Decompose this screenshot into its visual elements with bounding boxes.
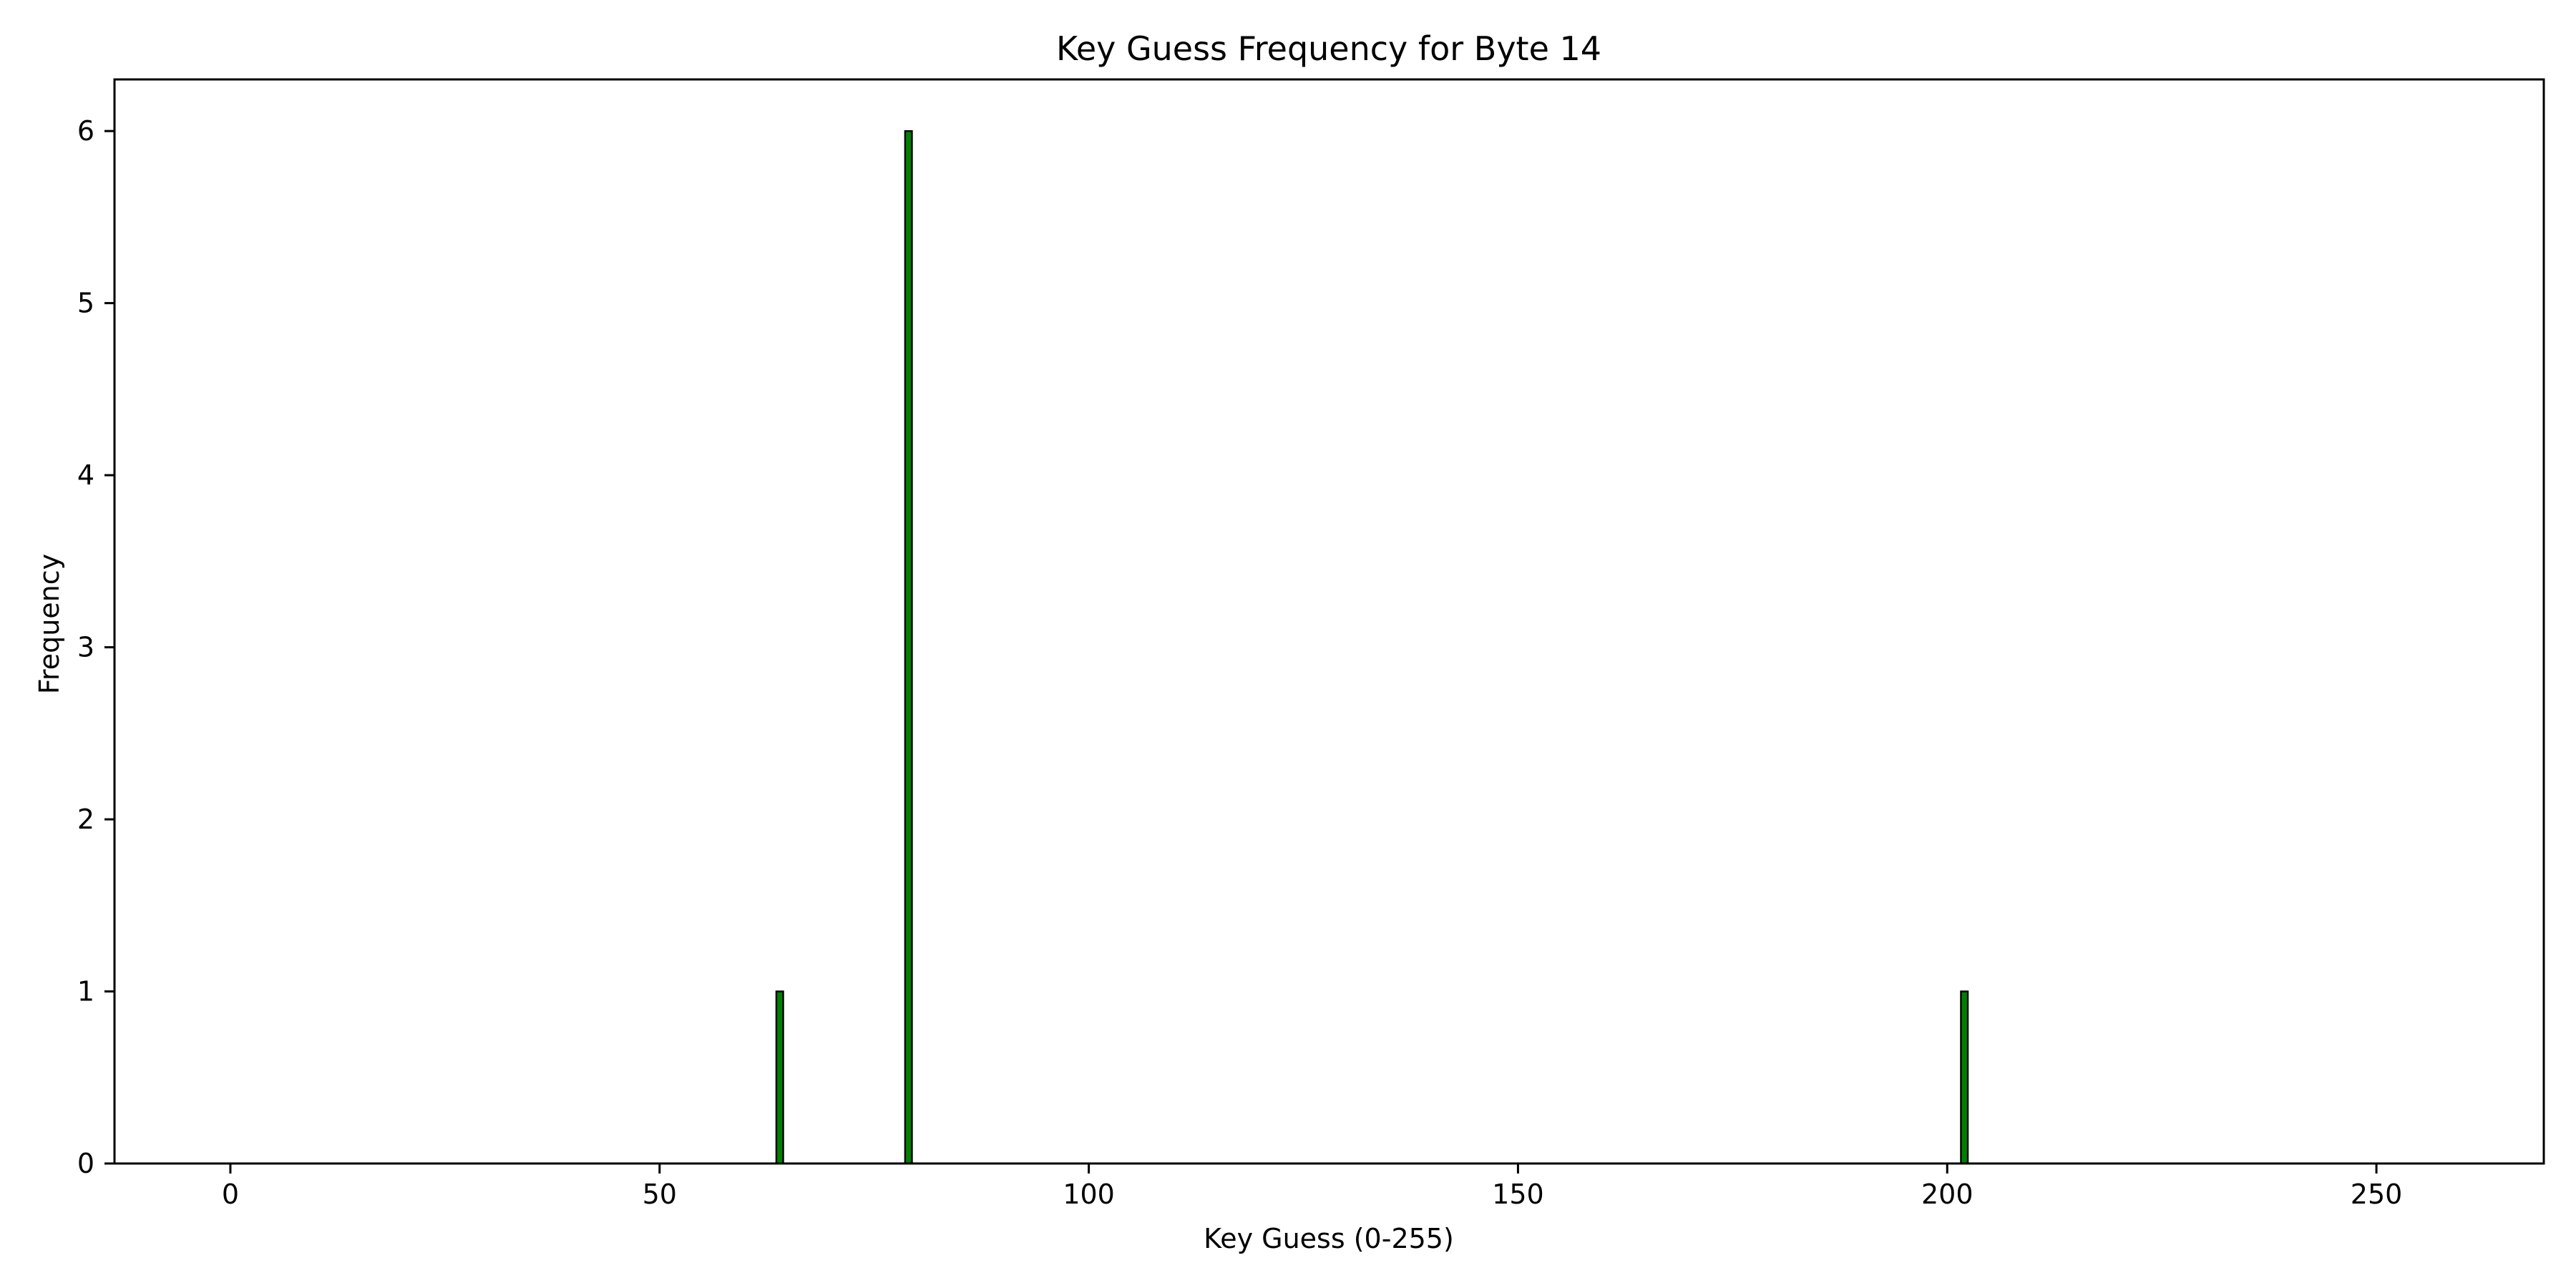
bars-group	[775, 130, 1969, 1165]
chart-title: Key Guess Frequency for Byte 14	[1056, 29, 1601, 68]
y-tick-label-0: 0	[77, 1148, 94, 1179]
x-tick-label-200: 200	[1921, 1179, 1974, 1210]
x-axis: 0 50 100 150 200 250	[222, 1163, 2402, 1210]
x-tick-label-100: 100	[1063, 1179, 1115, 1210]
x-tick-label-150: 150	[1492, 1179, 1544, 1210]
bar-64	[775, 990, 784, 1165]
y-tick-label-6: 6	[77, 115, 94, 147]
x-tick-label-250: 250	[2351, 1179, 2403, 1210]
bar-79	[904, 130, 913, 1165]
y-axis-label: Frequency	[34, 554, 65, 694]
y-tick-label-4: 4	[77, 459, 94, 491]
y-tick-label-1: 1	[77, 976, 94, 1008]
x-tick-label-0: 0	[222, 1179, 239, 1210]
y-tick-label-5: 5	[77, 288, 94, 319]
x-tick-label-50: 50	[643, 1179, 677, 1210]
bar-202	[1960, 990, 1969, 1165]
y-tick-label-2: 2	[77, 804, 94, 835]
y-axis: 0 1 2 3 4 5 6	[77, 115, 114, 1179]
x-axis-label: Key Guess (0-255)	[1204, 1223, 1454, 1254]
y-tick-label-3: 3	[77, 632, 94, 663]
plot-frame	[113, 78, 2545, 1165]
